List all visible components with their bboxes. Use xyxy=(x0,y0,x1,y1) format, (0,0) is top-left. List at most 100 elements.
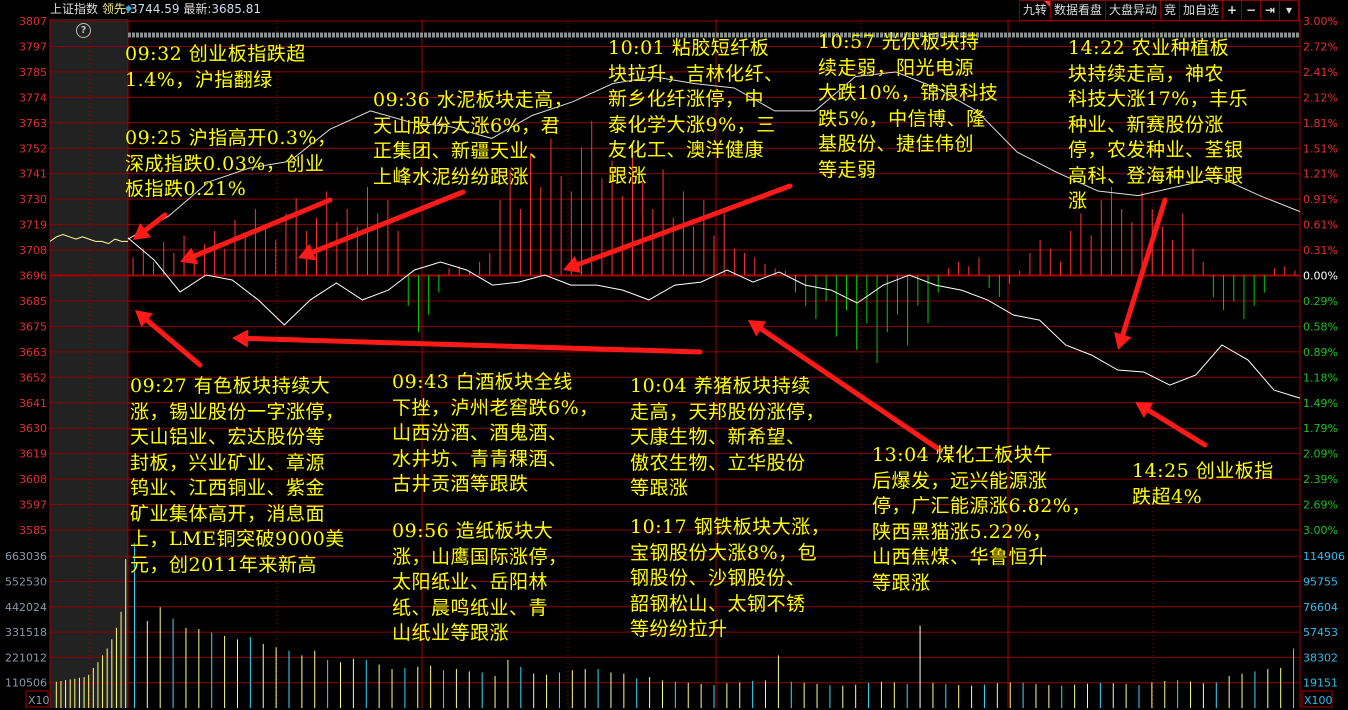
annotation-line: 板指跌0.21% xyxy=(125,178,247,200)
annotation-line: 涨，山鹰国际涨停， xyxy=(392,545,568,568)
annotation-arrow xyxy=(758,326,943,453)
price-tick-label: 3741 xyxy=(19,168,47,181)
percent-tick-label: 0.58% xyxy=(1303,320,1338,333)
price-tick-label: 3685 xyxy=(19,295,47,308)
annotation-line: 跌超4% xyxy=(1132,485,1203,508)
annotation-line: 友化工、澳洋健康 xyxy=(608,139,765,161)
percent-tick-label: 1.51% xyxy=(1303,142,1338,155)
annotation-line: 走高，天邦股份涨停， xyxy=(630,400,826,423)
skip-end-icon[interactable]: ⇥ xyxy=(1261,1,1280,20)
annotation-line: 天康生物、新希望、 xyxy=(630,426,806,448)
event-annotation: 09:32 创业板指跌超 1.4%，沪指翻绿 xyxy=(125,42,306,93)
percent-tick-label: 3.00% xyxy=(1303,524,1338,537)
event-annotation: 14:25 创业板指 跌超4% xyxy=(1132,459,1274,510)
price-tick-label: 3652 xyxy=(19,371,47,384)
plus-icon[interactable]: + xyxy=(1223,1,1242,20)
premarket-shade xyxy=(50,19,128,708)
annotation-line: 1.4%，沪指翻绿 xyxy=(125,68,273,91)
volume-right-tick-label: 38302 xyxy=(1303,651,1338,664)
data-view-button[interactable]: 数据看盘 xyxy=(1051,1,1106,20)
minus-icon[interactable]: − xyxy=(1242,1,1261,20)
event-annotation: 09:36 水泥板块走高， 天山股份大涨6%，君 正集团、新疆天业、 上峰水泥纷纷跟涨 xyxy=(373,88,573,190)
annotation-arrow xyxy=(575,183,793,267)
annotation-line: 跟涨 xyxy=(608,164,648,187)
percent-tick-label: 2.41% xyxy=(1303,66,1338,79)
market-alert-button[interactable]: 大盘异动 xyxy=(1106,1,1161,20)
annotation-line: 泰化学大涨9%，三 xyxy=(608,113,776,136)
annotation-line: 块持续走高，神农 xyxy=(1068,62,1225,85)
latest-value: 3685.81 xyxy=(211,2,262,16)
annotation-line: 14:22 农业种植板 xyxy=(1068,37,1230,59)
event-annotation: 09:43 白酒板块全线下挫，泸州老窖跌6%， 山西汾酒、酒鬼酒、 水井坊、青青稞酒… xyxy=(392,370,599,498)
event-annotation: 10:01 粘胶短纤板 块拉升，吉林化纤、 新乡化纤涨停，中 泰化学大涨9%，三 友化工… xyxy=(608,36,784,189)
help-icon[interactable]: ? xyxy=(76,23,91,38)
volume-right-tick-label: 114906 xyxy=(1303,550,1345,563)
volume-tick-label: 110506 xyxy=(5,677,47,690)
price-tick-label: 3675 xyxy=(19,320,47,333)
annotation-line: 下挫，泸州老窖跌6%， xyxy=(392,396,599,419)
arrow-head-icon xyxy=(1135,402,1154,419)
price-tick-label: 3763 xyxy=(19,117,47,130)
price-tick-label: 3641 xyxy=(19,397,47,410)
annotation-line: 山西汾酒、酒鬼酒、 xyxy=(392,422,568,444)
arrow-head-icon xyxy=(180,247,199,265)
event-annotation: 09:27 有色板块持续大 涨，锡业股份一字涨停， 天山铝业、宏达股份等 封板，兴业矿… xyxy=(130,374,345,578)
annotation-line: 天山铝业、宏达股份等 xyxy=(130,426,326,448)
annotation-line: 等跟涨 xyxy=(630,477,689,499)
auction-button[interactable]: 竞 xyxy=(1161,1,1180,20)
annotation-arrow xyxy=(143,212,168,233)
annotation-line: 停，广汇能源涨6.82%， xyxy=(872,495,1091,517)
volume-unit-box xyxy=(25,690,49,708)
price-tick-label: 3797 xyxy=(19,40,47,53)
percent-tick-label: 0.91% xyxy=(1303,193,1338,206)
price-tick-label: 3663 xyxy=(19,346,47,359)
volume-tick-label: 221012 xyxy=(5,651,47,664)
annotation-line: 09:32 创业板指跌超 xyxy=(125,43,306,65)
arrow-head-icon xyxy=(133,223,152,240)
percent-tick-label: 2.39% xyxy=(1303,473,1338,486)
annotation-arrow xyxy=(310,189,466,255)
annotation-line: 停，农发种业、荃银 xyxy=(1068,139,1244,161)
volume-unit-box-right xyxy=(1301,690,1333,708)
annotation-arrow xyxy=(192,197,333,259)
price-tick-label: 3597 xyxy=(19,499,47,512)
chart-toolbar: 九转 数据看盘 大盘异动 竞 加自选 + − ⇥ ▾ xyxy=(1018,0,1300,21)
percent-tick-label: 0.29% xyxy=(1303,295,1338,308)
annotation-line: 高科、登海种业等跟 xyxy=(1068,164,1244,187)
annotation-line: 山纸业等跟涨 xyxy=(392,622,510,644)
annotation-line: 09:43 白酒板块全线 xyxy=(392,371,573,393)
annotation-line: 大跌10%，锦浪科技 xyxy=(818,82,999,104)
annotation-line: 10:57 光伏板块持 xyxy=(818,31,980,53)
annotation-line: 块拉升，吉林化纤、 xyxy=(608,62,784,85)
add-watchlist-button[interactable]: 加自选 xyxy=(1180,1,1223,20)
latest-label: 最新: xyxy=(183,2,212,16)
corner-flag-icon xyxy=(1043,1,1050,7)
annotation-arrow xyxy=(144,317,203,368)
annotation-line: 跌5%，中信博、隆 xyxy=(818,107,986,130)
annotation-line: 新乡化纤涨停，中 xyxy=(608,88,765,110)
annotation-line: 09:56 造纸板块大 xyxy=(392,520,554,542)
jiuzhuan-button[interactable]: 九转 xyxy=(1020,1,1051,20)
event-annotation: 09:25 沪指高开0.3%， 深成指跌0.03%，创业 板指跌0.21% xyxy=(125,126,337,203)
annotation-line: 韶钢松山、太钢不锈 xyxy=(630,592,806,615)
annotation-line: 太阳纸业、岳阳林 xyxy=(392,571,549,593)
percent-tick-label: 2.72% xyxy=(1303,40,1338,53)
dropdown-icon[interactable]: ▾ xyxy=(1280,1,1299,20)
annotation-line: 上，LME铜突破9000美 xyxy=(130,528,345,550)
arrow-head-icon xyxy=(1114,332,1132,350)
arrow-head-icon xyxy=(563,256,582,273)
annotation-line: 水井坊、青青稞酒、 xyxy=(392,447,568,470)
volume-unit-left: X10 xyxy=(28,694,50,707)
annotation-line: 山西焦煤、华鲁恒升 xyxy=(872,546,1048,568)
price-tick-label: 3752 xyxy=(19,142,47,155)
percent-tick-label: 1.49% xyxy=(1303,397,1338,410)
percent-tick-label: 1.79% xyxy=(1303,422,1338,435)
annotation-line: 天山股份大涨6%，君 xyxy=(373,114,561,137)
annotation-line: 13:04 煤化工板块午 xyxy=(872,444,1053,466)
price-tick-label: 3807 xyxy=(19,15,47,28)
lead-value: 3744.59 xyxy=(129,2,180,16)
volume-tick-label: 442024 xyxy=(5,601,47,614)
volume-right-tick-label: 95755 xyxy=(1303,576,1338,589)
annotation-line: 10:04 养猪板块持续 xyxy=(630,375,811,397)
